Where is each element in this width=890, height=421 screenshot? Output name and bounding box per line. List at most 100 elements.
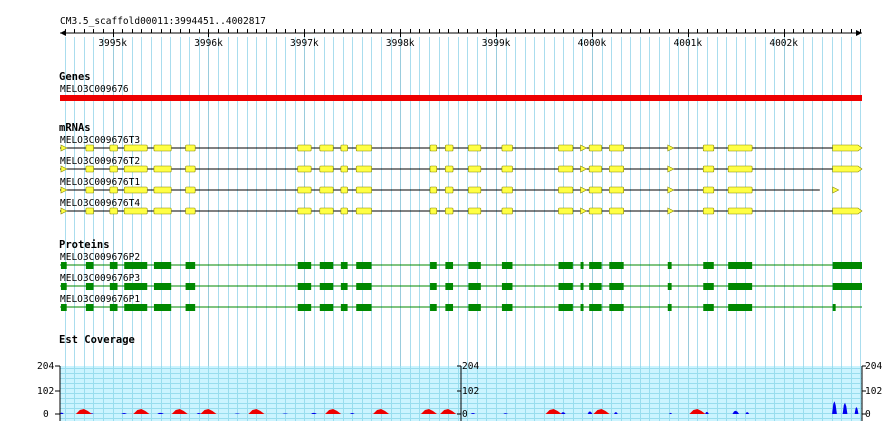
protein-block[interactable] (703, 262, 714, 269)
mrna-exon[interactable] (468, 144, 482, 152)
mrna-exon[interactable] (609, 207, 624, 215)
mrna-exon[interactable] (468, 186, 482, 194)
mrna-exon[interactable] (185, 144, 196, 152)
mrna-exon[interactable] (355, 207, 372, 215)
protein-block[interactable] (589, 283, 602, 290)
mrna-exon[interactable] (702, 207, 715, 215)
mrna-exon[interactable] (667, 165, 675, 173)
mrna-exon[interactable] (558, 165, 574, 173)
mrna-exon[interactable] (85, 165, 94, 173)
mrna-exon[interactable] (588, 207, 602, 215)
protein-block[interactable] (832, 283, 862, 290)
mrna-exon[interactable] (667, 207, 675, 215)
mrna-exon[interactable] (85, 186, 94, 194)
mrna-exon[interactable] (702, 144, 715, 152)
protein-row[interactable] (60, 262, 862, 269)
mrna-row[interactable] (60, 165, 863, 173)
mrna-exon[interactable] (60, 144, 68, 152)
mrna-exon[interactable] (297, 207, 312, 215)
mrna-exon[interactable] (340, 207, 348, 215)
protein-block[interactable] (445, 262, 454, 269)
mrna-exon[interactable] (319, 207, 334, 215)
mrna-exon[interactable] (85, 144, 94, 152)
mrna-exon[interactable] (727, 165, 753, 173)
mrna-exon[interactable] (319, 165, 334, 173)
protein-block[interactable] (319, 304, 334, 311)
protein-block[interactable] (580, 283, 584, 290)
protein-block[interactable] (728, 262, 753, 269)
protein-block[interactable] (589, 262, 602, 269)
mrna-row[interactable] (60, 186, 840, 194)
protein-block[interactable] (185, 283, 196, 290)
mrna-exon[interactable] (60, 207, 68, 215)
mrna-exon[interactable] (153, 165, 172, 173)
gene-label[interactable]: MELO3C009676 (60, 84, 129, 95)
protein-row[interactable] (60, 283, 862, 290)
mrna-exon[interactable] (558, 207, 574, 215)
protein-block[interactable] (356, 304, 372, 311)
mrna-exon[interactable] (445, 144, 454, 152)
mrna-exon[interactable] (429, 144, 438, 152)
protein-block[interactable] (667, 304, 672, 311)
protein-block[interactable] (109, 283, 118, 290)
mrna-exon[interactable] (580, 165, 588, 173)
protein-block[interactable] (667, 283, 672, 290)
mrna-exon[interactable] (667, 186, 675, 194)
mrna-exon[interactable] (429, 165, 438, 173)
protein-block[interactable] (468, 283, 481, 290)
protein-label-p3[interactable]: MELO3C009676P3 (60, 273, 140, 284)
protein-block[interactable] (468, 262, 481, 269)
protein-block[interactable] (319, 262, 334, 269)
mrna-exon[interactable] (153, 186, 172, 194)
mrna-exon[interactable] (667, 144, 675, 152)
protein-block[interactable] (580, 262, 584, 269)
mrna-exon[interactable] (319, 144, 334, 152)
mrna-exon[interactable] (60, 186, 68, 194)
mrna-exon[interactable] (468, 165, 482, 173)
protein-block[interactable] (558, 283, 573, 290)
mrna-exon[interactable] (501, 144, 513, 152)
protein-block[interactable] (609, 283, 624, 290)
mrna-exon[interactable] (340, 186, 348, 194)
protein-block[interactable] (609, 304, 624, 311)
protein-block[interactable] (703, 283, 714, 290)
mrna-exon[interactable] (832, 165, 863, 173)
mrna-exon[interactable] (109, 165, 118, 173)
mrna-exon[interactable] (609, 186, 624, 194)
protein-block[interactable] (60, 283, 67, 290)
mrna-exon[interactable] (123, 207, 148, 215)
mrna-exon[interactable] (123, 144, 148, 152)
mrna-row[interactable] (60, 207, 863, 215)
mrna-exon[interactable] (702, 165, 715, 173)
ruler-right-arrow-icon[interactable] (856, 30, 862, 36)
protein-block[interactable] (558, 304, 573, 311)
mrna-exon[interactable] (445, 207, 454, 215)
protein-row[interactable] (60, 304, 862, 311)
mrna-label-t1[interactable]: MELO3C009676T1 (60, 177, 140, 188)
mrna-exon[interactable] (588, 186, 602, 194)
protein-block[interactable] (85, 262, 94, 269)
protein-block[interactable] (445, 304, 454, 311)
protein-block[interactable] (297, 283, 312, 290)
mrna-exon[interactable] (609, 144, 624, 152)
mrna-exon[interactable] (319, 186, 334, 194)
mrna-exon[interactable] (109, 207, 118, 215)
mrna-exon[interactable] (609, 165, 624, 173)
protein-block[interactable] (340, 283, 348, 290)
protein-block[interactable] (832, 262, 862, 269)
protein-block[interactable] (109, 304, 118, 311)
mrna-exon[interactable] (297, 165, 312, 173)
mrna-exon[interactable] (109, 186, 118, 194)
mrna-exon[interactable] (60, 165, 68, 173)
mrna-exon[interactable] (832, 186, 840, 194)
mrna-exon[interactable] (588, 144, 602, 152)
mrna-label-t2[interactable]: MELO3C009676T2 (60, 156, 140, 167)
mrna-label-t4[interactable]: MELO3C009676T4 (60, 198, 140, 209)
protein-block[interactable] (558, 262, 573, 269)
protein-block[interactable] (580, 304, 584, 311)
protein-label-p2[interactable]: MELO3C009676P2 (60, 252, 140, 263)
protein-block[interactable] (124, 283, 148, 290)
mrna-exon[interactable] (185, 186, 196, 194)
mrna-exon[interactable] (109, 144, 118, 152)
mrna-label-t3[interactable]: MELO3C009676T3 (60, 135, 140, 146)
